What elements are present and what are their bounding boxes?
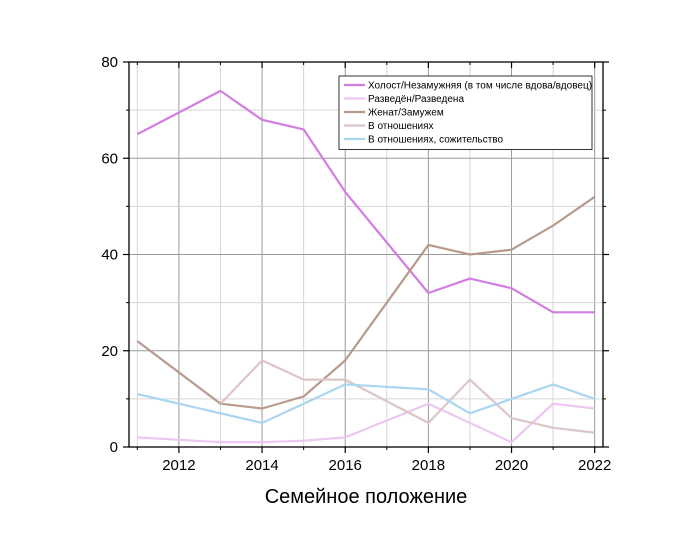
legend-box bbox=[338, 75, 593, 150]
x-tick-label-4: 2020 bbox=[495, 457, 528, 474]
series-line-3 bbox=[219, 359, 595, 434]
y-tick-label-1: 20 bbox=[101, 343, 118, 360]
series-line-2 bbox=[136, 195, 596, 410]
legend-label-4: В отношениях, сожительство bbox=[368, 135, 503, 146]
axis-ticks: 2012 2014 2016 2018 2020 2022 0 20 40 60 80 bbox=[101, 54, 611, 474]
legend-label-2: Женат/Замужем bbox=[368, 108, 444, 119]
x-tick-label-1: 2014 bbox=[245, 457, 278, 474]
x-tick-label-0: 2012 bbox=[162, 457, 195, 474]
y-tick-label-3: 60 bbox=[101, 150, 118, 167]
x-tick-label-5: 2022 bbox=[578, 457, 611, 474]
legend-label-1: Разведён/Разведена bbox=[368, 94, 464, 105]
x-axis-title: Семейное положение bbox=[265, 486, 468, 508]
y-tick-label-2: 40 bbox=[101, 247, 118, 264]
legend-label-3: В отношениях bbox=[368, 121, 434, 132]
x-tick-label-2: 2016 bbox=[329, 457, 362, 474]
legend-label-0: Холост/Незамужняя (в том числе вдова/вдо… bbox=[368, 81, 592, 92]
series-line-4 bbox=[137, 383, 596, 424]
y-tick-label-4: 80 bbox=[101, 54, 118, 71]
series-line-0 bbox=[136, 89, 595, 314]
x-tick-label-3: 2018 bbox=[412, 457, 445, 474]
legend: Холост/Незамужняя (в том числе вдова/вдо… bbox=[338, 75, 593, 150]
series-lines bbox=[136, 89, 596, 444]
y-tick-label-0: 0 bbox=[110, 439, 118, 456]
